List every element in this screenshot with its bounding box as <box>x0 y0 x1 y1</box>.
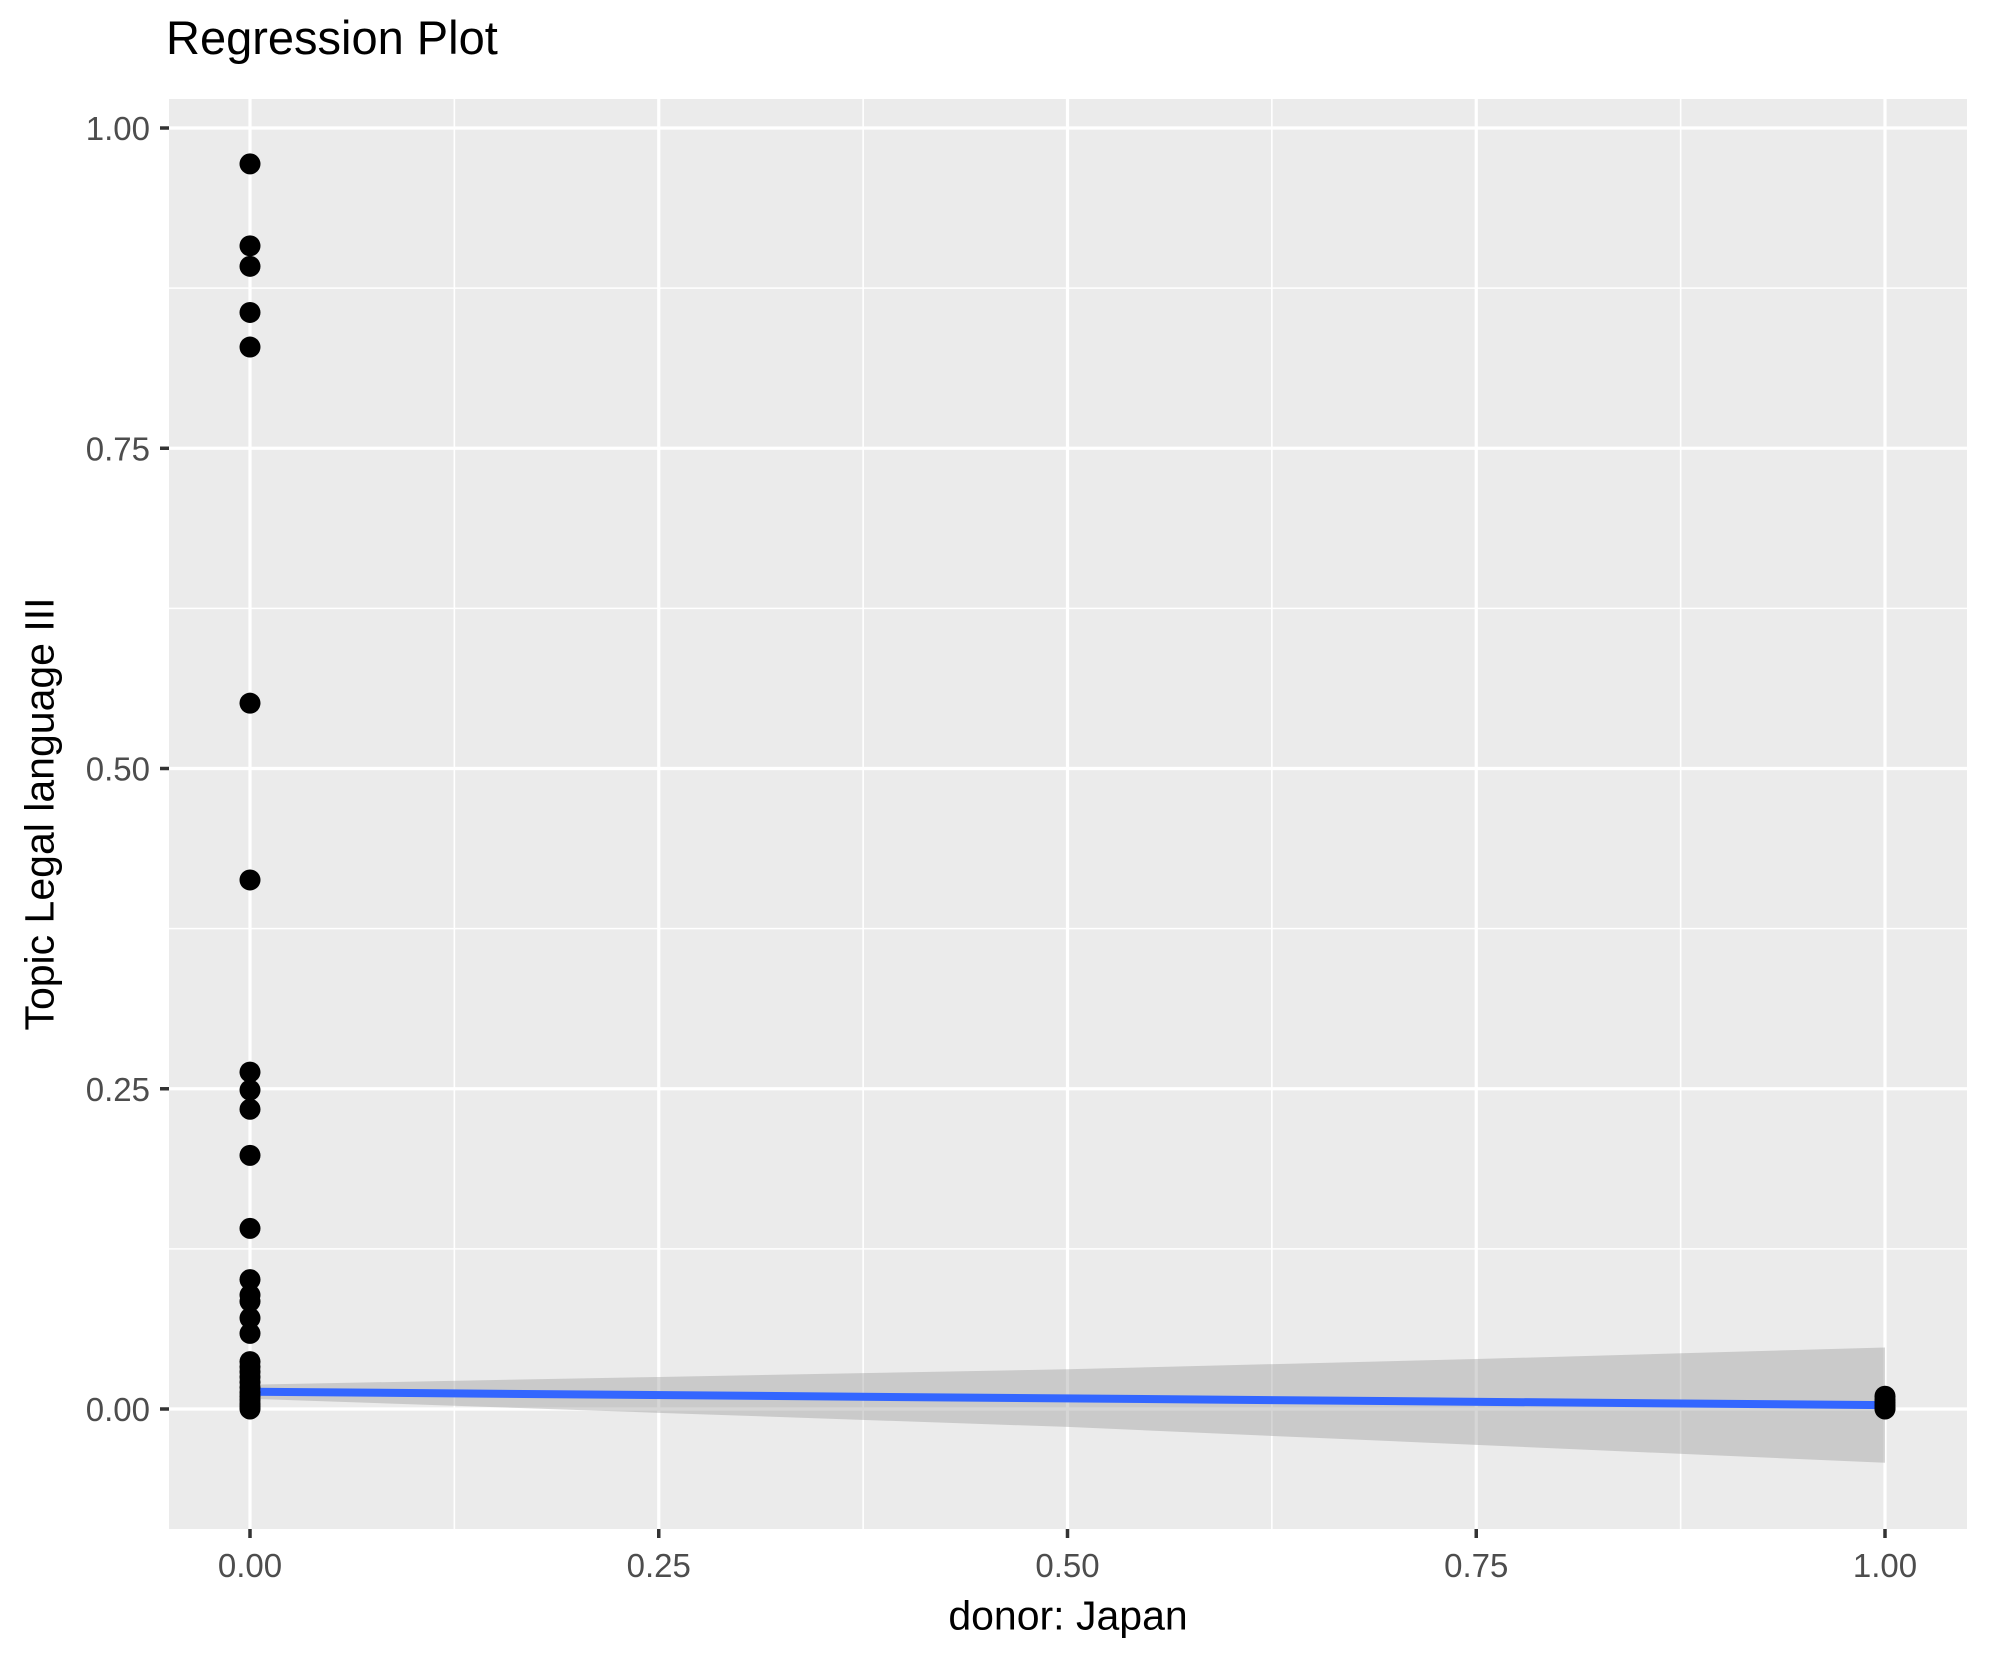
data-point <box>239 336 261 358</box>
data-point <box>239 1144 261 1166</box>
data-point <box>239 1269 261 1291</box>
data-point <box>1874 1398 1896 1420</box>
data-point <box>239 1290 261 1312</box>
data-point <box>239 1217 261 1239</box>
y-tick-label: 1.00 <box>86 110 150 147</box>
data-point <box>239 1079 261 1101</box>
x-tick-label: 1.00 <box>1853 1547 1917 1584</box>
data-point <box>239 153 261 175</box>
confidence-band <box>250 1347 1885 1463</box>
data-point <box>239 235 261 257</box>
y-tick-label: 0.25 <box>86 1071 150 1108</box>
data-point <box>239 1061 261 1083</box>
y-tick-label: 0.00 <box>86 1391 150 1428</box>
data-point <box>239 1307 261 1329</box>
data-point <box>239 692 261 714</box>
regression-line <box>246 1387 1889 1410</box>
x-tick-label: 0.25 <box>627 1547 691 1584</box>
data-point <box>239 1098 261 1120</box>
x-tick-label: 0.75 <box>1444 1547 1508 1584</box>
y-tick-label: 0.75 <box>86 430 150 467</box>
data-point <box>239 1322 261 1344</box>
x-axis-title: donor: Japan <box>948 1592 1188 1639</box>
data-point <box>239 255 261 277</box>
y-tick-label: 0.50 <box>86 751 150 788</box>
data-point <box>239 1398 261 1420</box>
plot-title: Regression Plot <box>166 11 498 64</box>
data-point <box>239 301 261 323</box>
x-tick-label: 0.50 <box>1035 1547 1099 1584</box>
data-point <box>239 869 261 891</box>
x-tick-label: 0.00 <box>218 1547 282 1584</box>
